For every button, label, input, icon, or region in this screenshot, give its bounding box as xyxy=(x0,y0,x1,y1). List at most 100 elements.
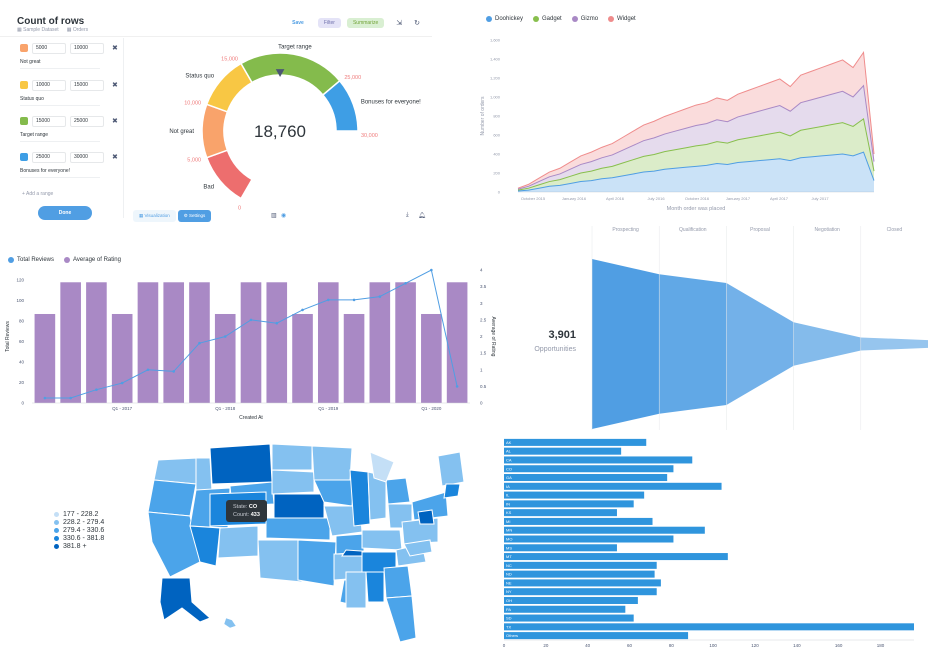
remove-range-icon[interactable]: ✖ xyxy=(112,82,118,89)
range-to-input[interactable] xyxy=(70,79,104,91)
hbar-bar[interactable] xyxy=(504,588,657,596)
hbar-bar[interactable] xyxy=(504,614,634,622)
legend-item[interactable]: Widget xyxy=(608,16,636,22)
remove-range-icon[interactable]: ✖ xyxy=(112,118,118,125)
hbar-bar[interactable] xyxy=(504,570,655,578)
range-from-input[interactable] xyxy=(32,151,66,163)
map-state[interactable] xyxy=(273,493,325,519)
funnel-step[interactable] xyxy=(793,322,861,366)
hbar-bar[interactable] xyxy=(504,623,914,631)
line-point[interactable] xyxy=(172,370,176,373)
bar[interactable] xyxy=(369,282,391,403)
map-state[interactable] xyxy=(271,469,315,495)
hbar-bar[interactable] xyxy=(504,544,617,552)
hbar-bar[interactable] xyxy=(504,632,689,640)
map-state[interactable] xyxy=(209,443,273,485)
alert-bell-icon[interactable]: 🔔︎ xyxy=(418,213,426,219)
range-from-input[interactable] xyxy=(32,115,66,127)
line-point[interactable] xyxy=(455,385,459,388)
hbar-bar[interactable] xyxy=(504,596,638,604)
map-state[interactable] xyxy=(361,529,403,551)
map-state[interactable] xyxy=(383,565,413,599)
breadcrumb-database[interactable]: Sample Dataset xyxy=(17,27,59,33)
legend-item[interactable]: Gadget xyxy=(533,16,562,22)
hbar-bar[interactable] xyxy=(504,535,674,543)
map-state[interactable] xyxy=(385,477,411,505)
range-to-input[interactable] xyxy=(70,42,104,54)
range-color-swatch[interactable] xyxy=(20,81,28,89)
settings-button[interactable]: ⚙ Settings xyxy=(177,210,212,222)
done-button[interactable]: Done xyxy=(38,206,92,220)
funnel-step[interactable] xyxy=(860,337,928,351)
funnel-step[interactable] xyxy=(659,274,727,414)
map-state[interactable] xyxy=(365,571,385,603)
map-state[interactable] xyxy=(189,525,221,567)
hbar-bar[interactable] xyxy=(504,474,668,482)
map-state[interactable] xyxy=(349,469,371,527)
legend-item[interactable]: Total Reviews xyxy=(8,257,54,263)
save-button[interactable]: Save xyxy=(292,20,304,26)
range-from-input[interactable] xyxy=(32,79,66,91)
bar[interactable] xyxy=(421,313,442,403)
line-point[interactable] xyxy=(430,268,433,272)
remove-range-icon[interactable]: ✖ xyxy=(112,154,118,161)
line-point[interactable] xyxy=(95,388,98,391)
hbar-bar[interactable] xyxy=(504,517,653,525)
map-state[interactable] xyxy=(271,443,313,471)
range-color-swatch[interactable] xyxy=(20,117,28,125)
chart-view-icon[interactable]: ◉ xyxy=(281,213,287,219)
line-point[interactable] xyxy=(249,318,253,322)
range-label-input[interactable]: Target range xyxy=(20,132,100,142)
hbar-bar[interactable] xyxy=(504,561,657,569)
line-point[interactable] xyxy=(43,396,47,400)
remove-range-icon[interactable]: ✖ xyxy=(112,45,118,52)
bar[interactable] xyxy=(163,282,185,403)
refresh-icon[interactable]: ↻ xyxy=(414,20,420,27)
bar[interactable] xyxy=(86,282,107,403)
bar[interactable] xyxy=(292,313,313,403)
funnel-step[interactable] xyxy=(592,259,660,429)
map-state[interactable] xyxy=(147,511,201,578)
line-point[interactable] xyxy=(301,308,304,312)
notebook-icon[interactable]: ⇲ xyxy=(396,20,403,27)
range-from-input[interactable] xyxy=(32,42,66,54)
bar[interactable] xyxy=(60,282,81,403)
legend-item[interactable]: Average of Rating xyxy=(64,257,121,263)
line-point[interactable] xyxy=(146,368,150,372)
filter-button[interactable]: Filter xyxy=(317,18,341,28)
map-state[interactable] xyxy=(417,509,435,525)
hbar-bar[interactable] xyxy=(504,465,674,473)
map-state[interactable] xyxy=(297,539,337,587)
bar[interactable] xyxy=(343,313,365,403)
line-point[interactable] xyxy=(198,341,201,345)
range-label-input[interactable]: Not great xyxy=(20,59,100,69)
hbar-bar[interactable] xyxy=(504,447,622,455)
map-state[interactable] xyxy=(153,457,199,485)
legend-item[interactable]: Doohickey xyxy=(486,16,523,22)
map-state-hawaii[interactable] xyxy=(223,617,237,629)
add-range-link[interactable]: + Add a range xyxy=(22,191,54,197)
line-point[interactable] xyxy=(69,396,72,400)
map-state[interactable] xyxy=(265,517,331,541)
bar[interactable] xyxy=(214,313,236,403)
line-point[interactable] xyxy=(120,381,124,385)
line-point[interactable] xyxy=(223,335,227,338)
map-state[interactable] xyxy=(217,525,259,559)
map-state-alaska[interactable] xyxy=(159,577,211,623)
line-point[interactable] xyxy=(275,321,279,325)
hbar-bar[interactable] xyxy=(504,579,661,587)
map-state[interactable] xyxy=(311,445,353,481)
map-state[interactable] xyxy=(147,479,197,517)
line-point[interactable] xyxy=(404,282,407,285)
bar[interactable] xyxy=(137,282,159,403)
legend-item[interactable]: Gizmo xyxy=(571,16,598,22)
map-state[interactable] xyxy=(195,457,213,493)
summarize-button[interactable]: Summarize xyxy=(346,18,385,28)
hbar-bar[interactable] xyxy=(504,500,634,508)
hbar-bar[interactable] xyxy=(504,605,626,613)
download-icon[interactable]: ⤓ xyxy=(406,212,409,218)
bar[interactable] xyxy=(111,313,133,403)
hbar-bar[interactable] xyxy=(504,456,693,464)
bar[interactable] xyxy=(34,313,56,403)
range-color-swatch[interactable] xyxy=(20,44,28,52)
